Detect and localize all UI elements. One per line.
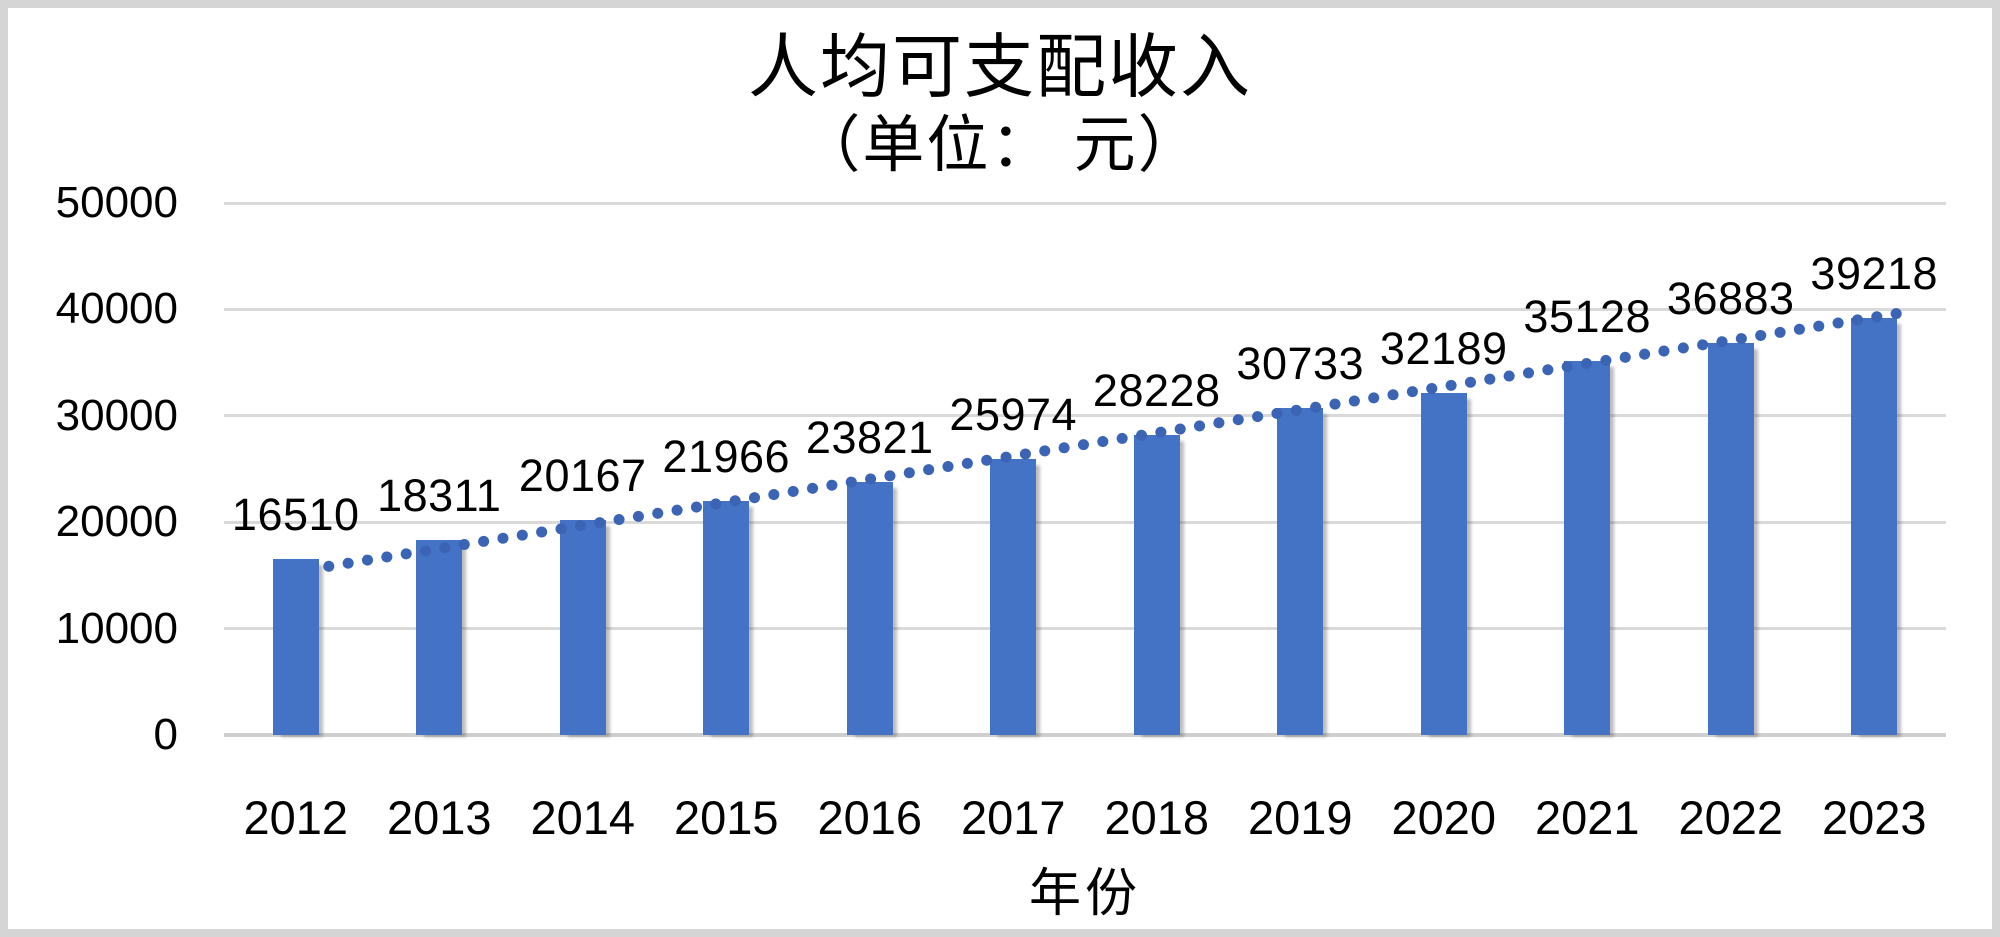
bar [1707, 342, 1754, 735]
bar [1133, 434, 1180, 735]
bar [846, 481, 893, 735]
bar [559, 520, 606, 735]
y-tick-label: 10000 [55, 603, 178, 653]
x-tick-label: 2023 [1821, 791, 1927, 844]
x-tick-label: 2020 [1391, 791, 1497, 844]
x-tick-label: 2018 [1104, 791, 1210, 844]
chart-title-block: 人均可支配收入 （单位： 元） [8, 26, 1992, 182]
bar [1420, 392, 1467, 735]
x-tick-label: 2014 [530, 791, 636, 844]
chart-subtitle: （单位： 元） [798, 110, 1202, 180]
x-tick-label: 2015 [673, 791, 779, 844]
x-axis-title: 年份 [1028, 865, 1141, 923]
x-tick-label: 2016 [817, 791, 923, 844]
y-tick-label: 40000 [55, 284, 178, 334]
y-tick-label: 50000 [55, 178, 178, 227]
bar [1851, 317, 1898, 735]
x-tick-label: 2021 [1534, 791, 1640, 844]
bar [416, 540, 463, 735]
bar [703, 501, 750, 735]
chart-title: 人均可支配收入 [748, 28, 1252, 106]
y-tick-label: 0 [153, 710, 178, 759]
y-tick-label: 20000 [55, 497, 178, 547]
gridline [224, 627, 1946, 631]
y-tick-label: 30000 [55, 390, 178, 440]
x-tick-label: 2013 [386, 791, 492, 844]
x-tick-label: 2017 [960, 791, 1066, 844]
x-tick-label: 2022 [1678, 791, 1784, 844]
x-tick-label: 2019 [1247, 791, 1353, 844]
bar [1564, 361, 1611, 735]
gridline [224, 201, 1946, 205]
bar-value-label: 39218 [1810, 247, 1939, 299]
x-tick-label: 2012 [243, 791, 349, 844]
x-axis-line [224, 733, 1946, 737]
bar [272, 559, 319, 735]
bar [1277, 408, 1324, 735]
bar [990, 458, 1037, 735]
